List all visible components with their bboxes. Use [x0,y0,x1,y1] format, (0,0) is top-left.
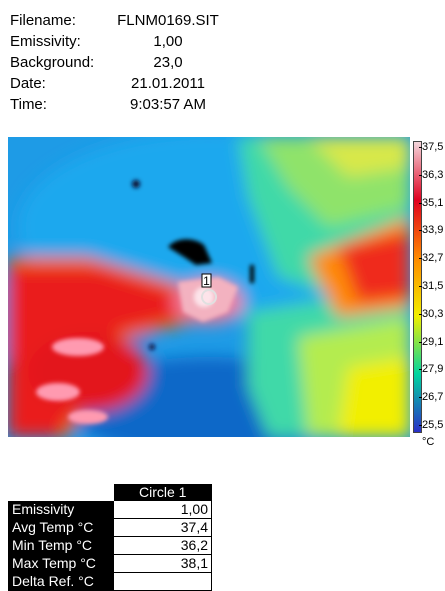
scale-tick-label: 33,9 [418,224,444,237]
scale-tick-label: 29,1 [418,335,444,348]
scale-tick-label: 32,7 [418,252,444,265]
date-row: Date: 21.01.2011 [10,73,223,94]
row-label: Emissivity [8,501,114,519]
file-info: Filename: FLNM0169.SIT Emissivity: 1,00 … [10,10,223,115]
row-value: 36,2 [114,536,212,555]
table-row: Delta Ref. °C [8,572,212,591]
time-value: 9:03:57 AM [130,96,206,113]
row-value: 37,4 [114,518,212,537]
row-label: Delta Ref. °C [8,572,114,591]
scale-unit: °C [422,436,435,448]
emissivity-value: 1,00 [153,33,183,50]
table-corner [8,484,114,501]
scale-tick-label: 37,5 [418,141,444,153]
row-value: 1,00 [114,501,212,519]
scale-tick-label: 31,5 [418,280,444,292]
scale-tick-label: 26,7 [418,391,444,404]
time-row: Time: 9:03:57 AM [10,94,223,115]
background-value: 23,0 [153,54,183,71]
table-row: Max Temp °C 38,1 [8,554,212,573]
emissivity-row: Emissivity: 1,00 [10,31,223,52]
filename-label: Filename: [10,12,76,29]
scale-tick-label: 30,3 [418,307,444,320]
temperature-scale: 37,5 36,3 35,1 33,9 32,7 31,5 30,3 29,1 27,9 26,7… [413,141,445,448]
scale-tick-label: 27,9 [418,363,444,376]
date-value: 21.01.2011 [131,75,205,92]
scale-tick-labels: 37,5 36,3 35,1 33,9 32,7 31,5 30,3 29,1 27,9 26,7… [418,141,445,431]
table-row: Avg Temp °C 37,4 [8,518,212,537]
circle-1-marker[interactable] [201,289,217,305]
scale-tick-label: 35,1 [418,196,444,209]
background-row: Background: 23,0 [10,52,223,73]
color-scale-bar [413,141,422,433]
emissivity-label: Emissivity: [10,33,81,50]
row-value: 38,1 [114,554,212,573]
scale-tick-label: 25,5 [418,419,444,431]
row-label: Min Temp °C [8,536,114,555]
marker-label: 1 [203,274,210,288]
table-row: Emissivity 1,00 [8,501,212,519]
thermal-image[interactable]: 1 [8,137,410,437]
column-header-circle-1: Circle 1 [114,484,212,501]
scale-tick-label: 36,3 [418,168,444,181]
filename-row: Filename: FLNM0169.SIT [10,10,223,31]
marker-label-box [201,273,212,288]
table-row: Min Temp °C 36,2 [8,536,212,555]
background-label: Background: [10,54,95,71]
table-header-row: Circle 1 [8,484,212,501]
row-label: Max Temp °C [8,554,114,573]
time-label: Time: [10,96,47,113]
row-value [114,572,212,591]
row-label: Avg Temp °C [8,518,114,537]
date-label: Date: [10,75,46,92]
measurement-table: Circle 1 Emissivity 1,00 Avg Temp °C 37,… [8,484,212,591]
filename-value: FLNM0169.SIT [117,12,219,29]
